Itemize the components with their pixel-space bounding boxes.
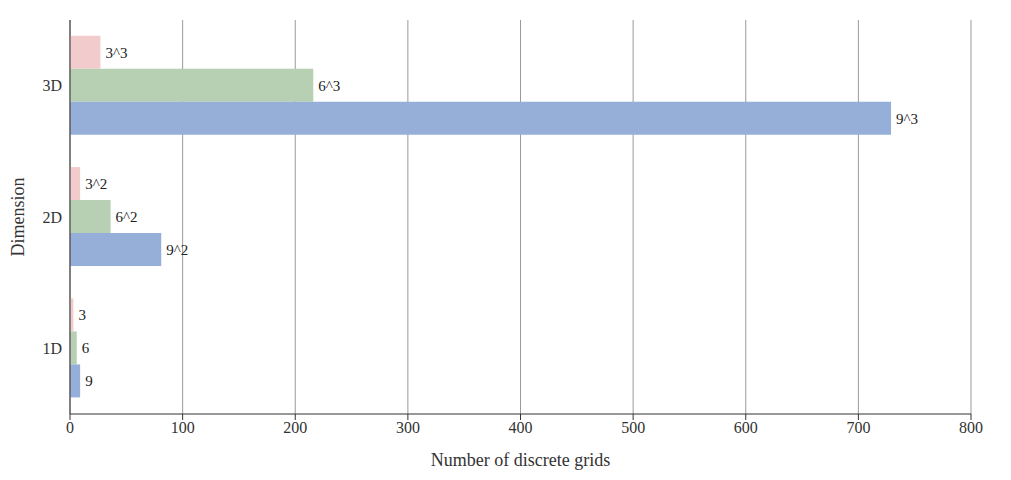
svg-text:100: 100: [171, 419, 195, 436]
svg-text:200: 200: [283, 419, 307, 436]
svg-text:500: 500: [621, 419, 645, 436]
svg-text:3^2: 3^2: [85, 176, 107, 192]
svg-text:3^3: 3^3: [105, 45, 127, 61]
svg-text:9^3: 9^3: [896, 111, 918, 127]
svg-text:Number of discrete grids: Number of discrete grids: [431, 450, 610, 470]
svg-text:6: 6: [82, 340, 90, 356]
svg-text:9^2: 9^2: [166, 242, 188, 258]
svg-text:0: 0: [66, 419, 74, 436]
svg-text:3D: 3D: [42, 77, 62, 94]
svg-text:700: 700: [846, 419, 870, 436]
svg-text:400: 400: [509, 419, 533, 436]
svg-text:3: 3: [78, 307, 86, 323]
svg-text:300: 300: [396, 419, 420, 436]
svg-text:6^3: 6^3: [318, 78, 340, 94]
svg-text:800: 800: [959, 419, 983, 436]
svg-text:1D: 1D: [42, 340, 62, 357]
svg-text:Dimension: Dimension: [8, 178, 28, 257]
svg-text:6^2: 6^2: [116, 209, 138, 225]
svg-text:600: 600: [734, 419, 758, 436]
svg-text:9: 9: [85, 373, 93, 389]
svg-text:2D: 2D: [42, 209, 62, 226]
